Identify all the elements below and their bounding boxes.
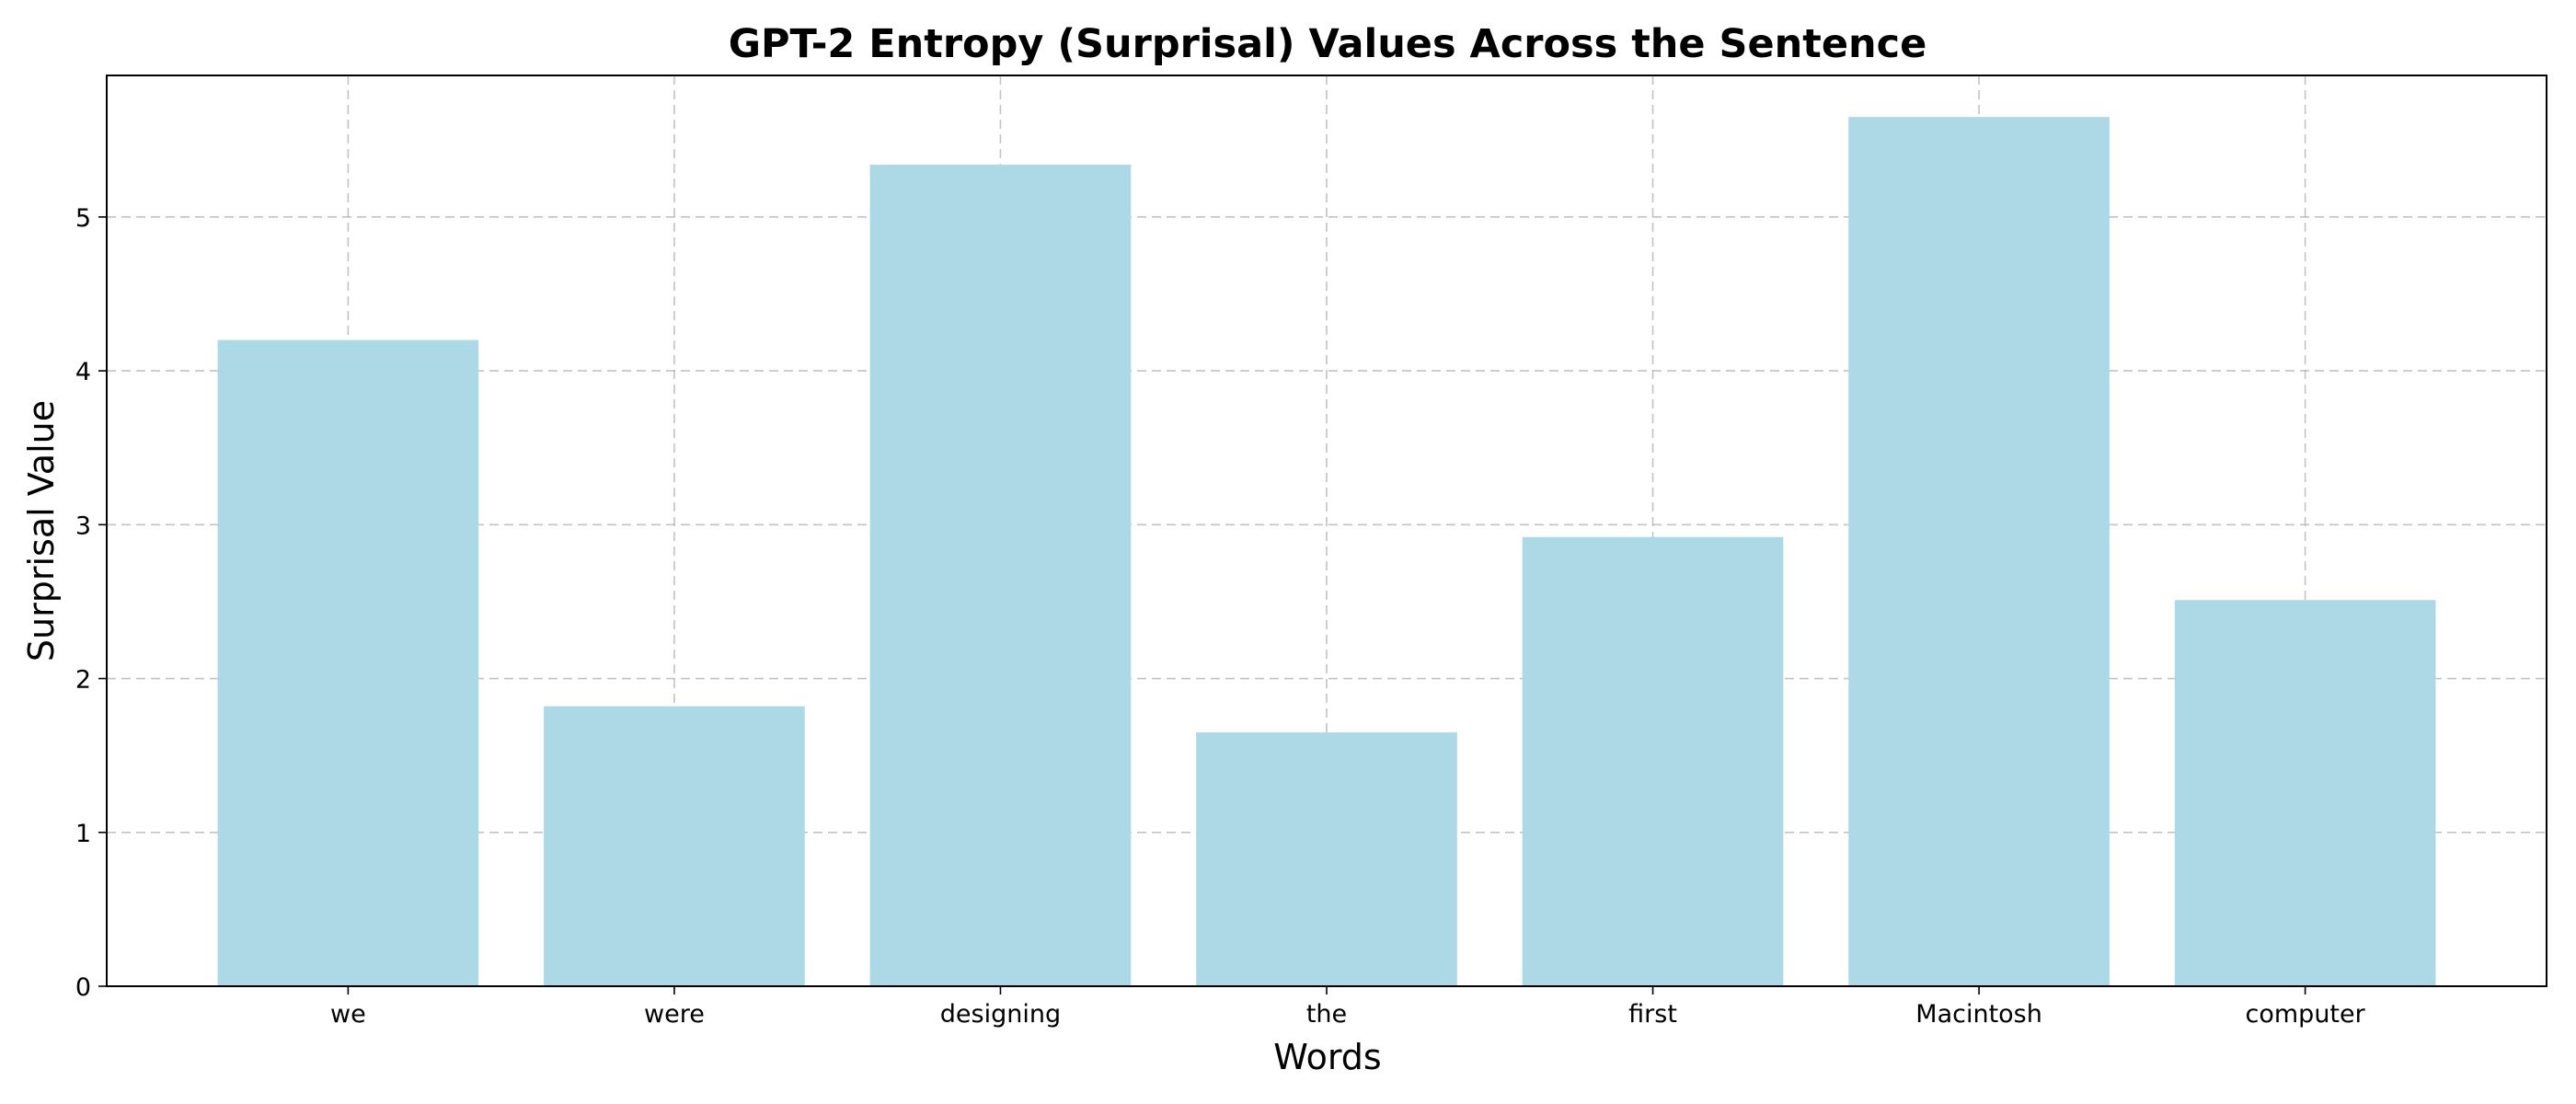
x-tick-label: the [1306,1000,1347,1029]
y-axis-label: Surprisal Value [21,400,62,661]
x-tick-label: first [1628,1000,1677,1029]
bar-designing [869,164,1132,987]
y-tick-label: 4 [75,358,91,386]
y-tick-label: 5 [75,204,91,233]
chart-title: GPT-2 Entropy (Surprisal) Values Across … [729,21,1927,67]
x-tick-label: we [330,1000,366,1029]
bar-first [1522,536,1784,986]
x-axis-label: Words [1273,1037,1381,1077]
bar-the [1196,732,1457,986]
x-axis-ticks: we were designing the first Macintosh computer [330,986,2366,1029]
y-tick-label: 2 [75,666,91,695]
x-tick-label: were [644,1000,705,1029]
bar-macintosh [1848,117,2110,986]
x-tick-label: designing [940,1000,1061,1029]
bar-computer [2174,600,2436,986]
bar-were [544,706,805,986]
bars [217,117,2436,987]
x-tick-label: Macintosh [1915,1000,2042,1029]
y-axis-ticks: 0 1 2 3 4 5 [75,204,107,1002]
y-tick-label: 3 [75,512,91,540]
bar-we [217,339,479,986]
x-tick-label: computer [2246,1000,2366,1029]
y-tick-label: 1 [75,820,91,848]
y-tick-label: 0 [75,973,91,1002]
